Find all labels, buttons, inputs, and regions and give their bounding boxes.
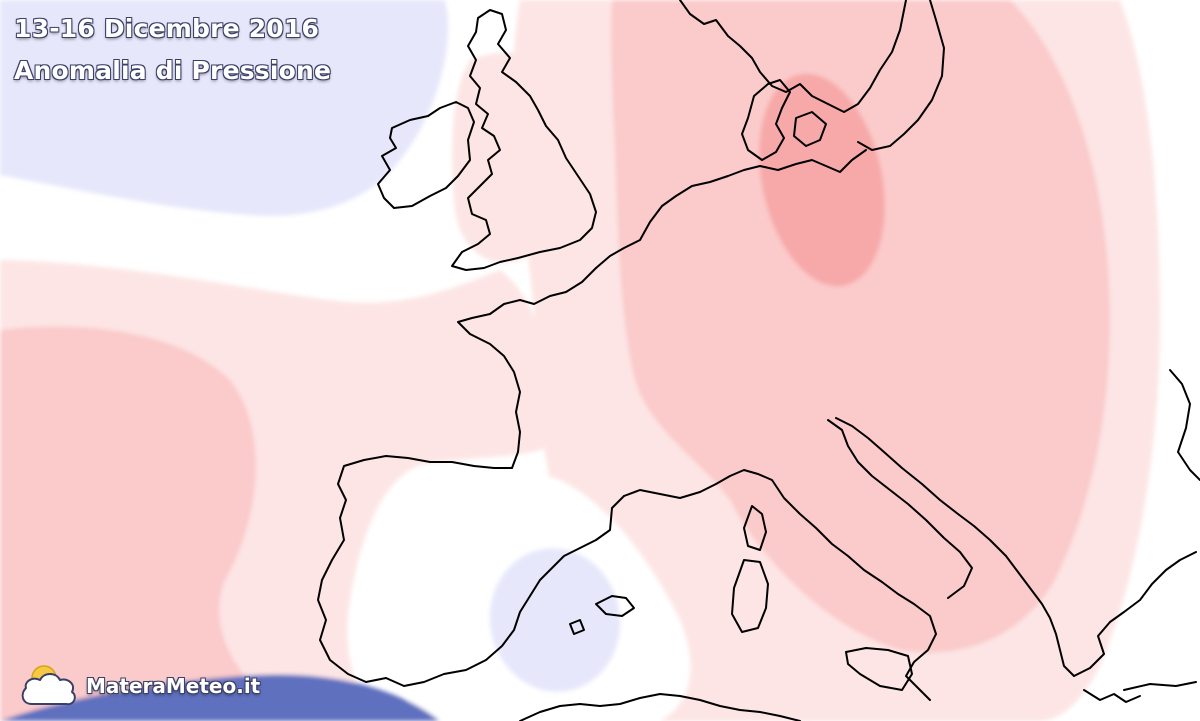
coast-southern-france: [623, 469, 759, 499]
negative-anomaly-balearic: [489, 548, 621, 692]
coast-danish-islands: [793, 111, 827, 147]
coast-greece: [1073, 551, 1197, 677]
coast-denmark: [741, 79, 791, 161]
coast-balkans: [835, 417, 1075, 677]
coast-sicily: [845, 647, 913, 691]
coastline-layer: [317, 0, 1200, 721]
coast-greece-south: [1083, 689, 1141, 703]
negative-anomaly-atlantic: [0, 0, 448, 216]
positive-anomaly-medium-west: [0, 326, 300, 721]
coast-turkey: [1169, 369, 1200, 481]
coast-sardinia: [731, 559, 769, 633]
coast-scandinavia: [679, 0, 907, 113]
map-title-date: 13-16 Dicembre 2016: [14, 14, 320, 43]
coast-north-sea-baltic: [595, 149, 867, 269]
positive-anomaly-medium-central: [611, 0, 1110, 653]
positive-anomaly-strong-denmark: [759, 73, 885, 287]
map-title-variable: Anomalia di Pressione: [14, 56, 332, 85]
positive-anomaly-light-britain: [452, 52, 578, 263]
brand-name: MateraMeteo.it: [86, 674, 261, 698]
coast-north-africa: [519, 693, 801, 721]
coast-corsica: [743, 505, 767, 551]
coast-italy-adriatic: [827, 419, 973, 599]
coast-france: [457, 267, 597, 469]
neutral-zone-east: [1095, 280, 1200, 721]
negative-anomaly-strong-south: [0, 674, 440, 721]
coast-balearic: [595, 595, 635, 617]
coast-italy: [757, 473, 937, 701]
sun-cloud-map-icon: [21, 665, 76, 706]
coast-iberia: [317, 455, 625, 687]
coast-crete: [1123, 681, 1197, 691]
coast-ireland: [377, 101, 475, 209]
brand-watermark: MateraMeteo.it: [14, 658, 260, 714]
coast-sweden-east: [857, 0, 945, 151]
coast-ibiza: [569, 619, 585, 635]
coast-great-britain: [451, 9, 597, 271]
